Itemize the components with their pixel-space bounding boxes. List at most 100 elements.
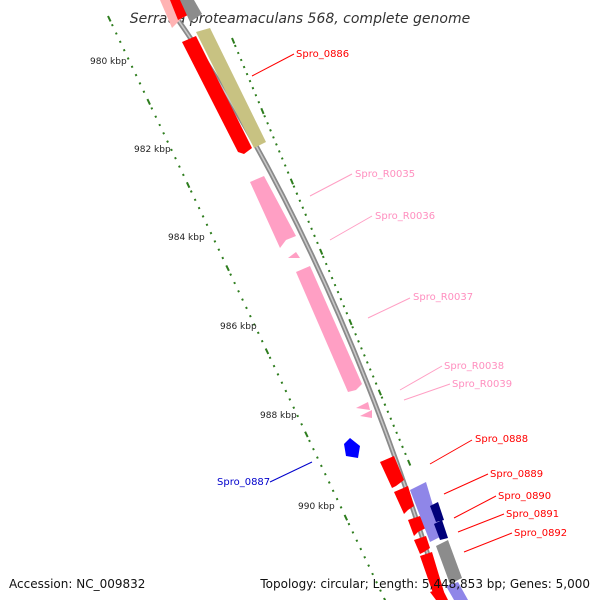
- label-spro-r0039[interactable]: Spro_R0039: [452, 379, 512, 390]
- minor-tick: [241, 298, 244, 301]
- minor-tick: [310, 227, 313, 231]
- minor-tick: [249, 314, 252, 318]
- gene-spro-0888[interactable]: [380, 456, 404, 488]
- minor-tick: [321, 255, 325, 259]
- minor-tick: [280, 157, 284, 160]
- gene-spro-0890[interactable]: [408, 516, 426, 536]
- major-tick: [319, 248, 324, 255]
- minor-tick: [307, 220, 310, 224]
- minor-tick: [375, 580, 378, 584]
- minor-tick: [272, 364, 276, 368]
- gene-gray-bottom[interactable]: [436, 540, 462, 584]
- gene-spro-0892[interactable]: [420, 552, 444, 596]
- minor-tick: [283, 164, 287, 167]
- gene-lavender-bottom[interactable]: [446, 582, 468, 600]
- leader-spro-0890: [453, 495, 497, 519]
- minor-tick: [363, 555, 367, 559]
- gene-spro-r0037[interactable]: [296, 266, 362, 392]
- minor-tick: [162, 131, 165, 135]
- minor-tick: [389, 417, 393, 421]
- minor-tick: [327, 269, 331, 273]
- minor-tick: [118, 40, 122, 44]
- minor-tick: [221, 256, 225, 260]
- leader-spro-0892: [463, 532, 513, 553]
- minor-tick: [205, 223, 209, 227]
- label-spro-r0037[interactable]: Spro_R0037: [413, 292, 473, 303]
- gene-navy-a[interactable]: [430, 502, 444, 522]
- label-spro-0892[interactable]: Spro_0892: [514, 528, 567, 539]
- minor-tick: [239, 58, 243, 62]
- minor-tick: [313, 234, 316, 238]
- major-tick: [107, 15, 112, 22]
- leader-spro-0887: [269, 461, 313, 483]
- minor-tick: [134, 73, 138, 77]
- minor-tick: [197, 206, 201, 210]
- minor-tick: [245, 72, 249, 76]
- gene-top-gray[interactable]: [180, 0, 202, 22]
- gene-olive[interactable]: [196, 28, 266, 148]
- minor-tick: [182, 173, 185, 177]
- minor-tick: [347, 522, 351, 526]
- accession-text: Accession: NC_009832: [9, 577, 146, 591]
- gene-spro-0886[interactable]: [182, 36, 252, 154]
- gene-spro-r0039[interactable]: [360, 410, 372, 418]
- minor-tick: [111, 23, 114, 27]
- minor-tick: [351, 531, 355, 534]
- minor-tick: [383, 403, 387, 406]
- minor-tick: [295, 192, 299, 195]
- minor-tick: [320, 464, 323, 468]
- gene-top-red-small[interactable]: [170, 0, 190, 20]
- minor-tick: [292, 185, 296, 188]
- minor-tick: [398, 438, 401, 442]
- minor-tick: [277, 150, 281, 153]
- gene-spro-r0038[interactable]: [356, 402, 370, 410]
- major-tick: [185, 181, 191, 189]
- minor-tick: [324, 262, 328, 266]
- major-tick: [225, 264, 230, 272]
- label-spro-0887[interactable]: Spro_0887: [217, 477, 270, 488]
- minor-tick: [357, 340, 360, 343]
- gene-navy-b[interactable]: [434, 520, 448, 540]
- gene-spro-0891[interactable]: [414, 536, 430, 554]
- minor-tick: [178, 165, 181, 168]
- gene-red-bottom[interactable]: [430, 588, 448, 600]
- minor-tick: [345, 311, 349, 315]
- minor-tick: [229, 273, 232, 276]
- minor-tick: [316, 456, 319, 459]
- minor-tick: [386, 410, 390, 413]
- minor-tick: [142, 90, 146, 94]
- minor-tick: [401, 445, 404, 449]
- label-spro-0890[interactable]: Spro_0890: [498, 491, 551, 502]
- minor-tick: [193, 198, 197, 202]
- label-spro-0891[interactable]: Spro_0891: [506, 509, 559, 520]
- minor-tick: [209, 231, 213, 235]
- gene-top-faded-red[interactable]: [160, 0, 182, 28]
- minor-tick: [189, 190, 193, 193]
- major-tick: [348, 318, 353, 326]
- minor-tick: [284, 389, 288, 393]
- minor-tick: [298, 199, 302, 202]
- label-spro-r0038[interactable]: Spro_R0038: [444, 361, 504, 372]
- label-spro-r0036[interactable]: Spro_R0036: [375, 211, 435, 222]
- label-spro-0889[interactable]: Spro_0889: [490, 469, 543, 480]
- minor-tick: [213, 240, 217, 243]
- minor-tick: [359, 547, 363, 551]
- minor-tick: [201, 215, 205, 218]
- leader-spro-r0037: [367, 297, 411, 319]
- leader-spro-r0036: [329, 215, 373, 241]
- minor-tick: [367, 564, 370, 567]
- gene-spro-r0035[interactable]: [250, 176, 296, 248]
- label-spro-0888[interactable]: Spro_0888: [475, 434, 528, 445]
- label-spro-0886[interactable]: Spro_0886: [296, 49, 349, 60]
- label-spro-r0035[interactable]: Spro_R0035: [355, 169, 415, 180]
- gene-lavender[interactable]: [410, 482, 442, 542]
- gene-spro-r0036[interactable]: [288, 252, 300, 258]
- minor-tick: [254, 93, 258, 97]
- minor-tick: [257, 100, 261, 104]
- leader-spro-r0038: [399, 365, 443, 391]
- gene-spro-0887[interactable]: [344, 438, 360, 458]
- minor-tick: [355, 539, 359, 543]
- gene-spro-0889[interactable]: [394, 486, 414, 514]
- minor-tick: [245, 306, 248, 310]
- scale-label-986: 986 kbp: [220, 322, 257, 332]
